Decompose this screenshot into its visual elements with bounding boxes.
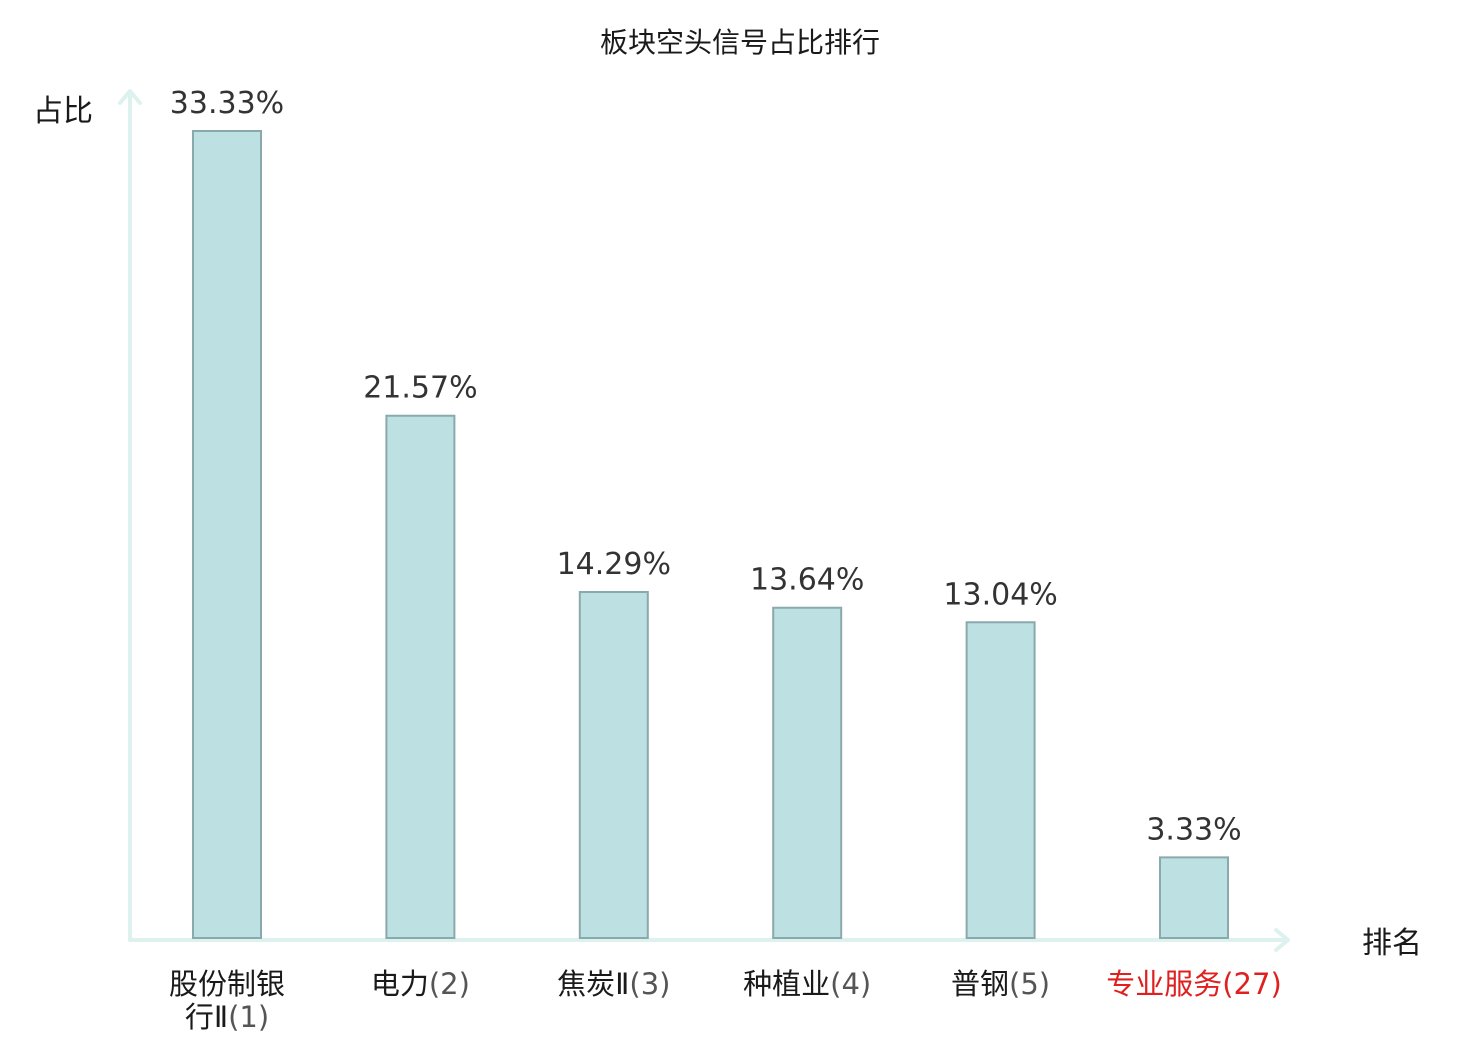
value-label-4: 13.64%	[750, 563, 864, 598]
value-label-3: 14.29%	[557, 547, 671, 582]
value-label-2: 21.57%	[363, 371, 477, 406]
y-axis-label: 占比	[33, 94, 93, 129]
value-label-5: 13.04%	[943, 577, 1057, 612]
value-label-1: 33.33%	[170, 86, 284, 121]
value-label-6: 3.33%	[1146, 812, 1241, 847]
y-axis-arrow	[118, 89, 142, 105]
category-label-1: 股份制银行Ⅱ(1)	[169, 967, 285, 1034]
category-label-6: 专业服务(27)	[1106, 967, 1282, 1001]
bar-2	[385, 414, 456, 939]
bar-5	[965, 621, 1036, 939]
bar-3	[578, 591, 649, 940]
chart-title: 板块空头信号占比排行	[600, 26, 880, 59]
category-label-4: 种植业(4)	[743, 967, 871, 1001]
bar-4	[772, 606, 843, 939]
category-label-3: 焦炭Ⅱ(3)	[557, 967, 670, 1001]
x-axis-label: 排名	[1362, 926, 1422, 961]
category-label-2: 电力(2)	[371, 967, 470, 1001]
x-axis-arrow	[1274, 928, 1290, 952]
bar-1	[192, 130, 262, 939]
bar-6	[1159, 856, 1229, 939]
category-label-5: 普钢(5)	[951, 967, 1050, 1001]
